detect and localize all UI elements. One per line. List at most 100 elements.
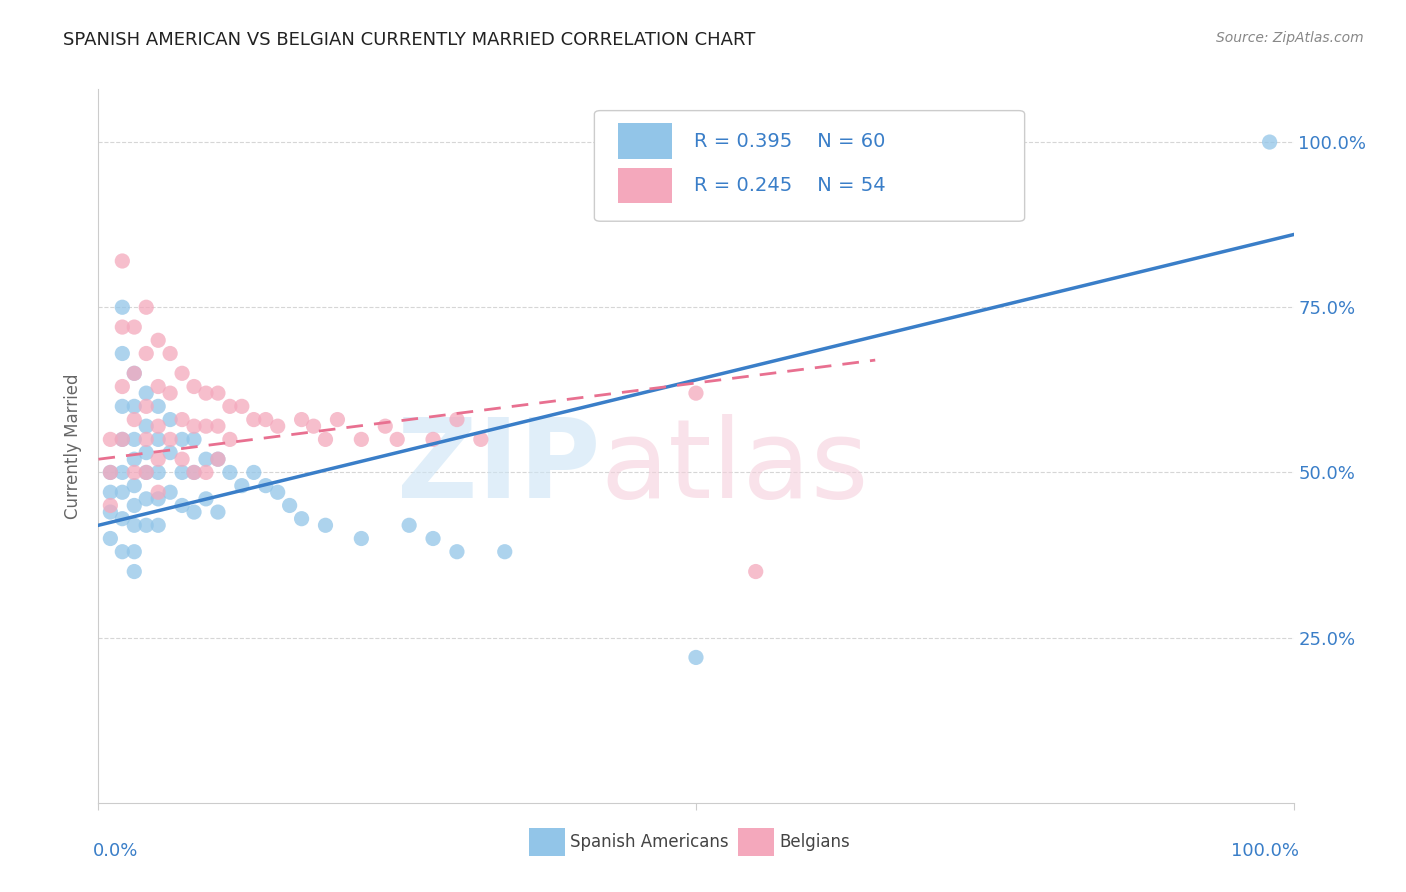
- Point: [326, 412, 349, 426]
- Point: [148, 491, 170, 506]
- Point: [183, 379, 205, 393]
- Point: [159, 445, 181, 459]
- Text: SPANISH AMERICAN VS BELGIAN CURRENTLY MARRIED CORRELATION CHART: SPANISH AMERICAN VS BELGIAN CURRENTLY MA…: [63, 31, 755, 49]
- Point: [135, 466, 157, 480]
- Point: [172, 499, 194, 513]
- Point: [243, 466, 266, 480]
- Point: [111, 300, 134, 314]
- Point: [148, 485, 170, 500]
- Point: [124, 565, 146, 579]
- Point: [219, 433, 242, 447]
- Point: [135, 433, 157, 447]
- Point: [195, 491, 218, 506]
- Point: [183, 419, 205, 434]
- Point: [135, 518, 157, 533]
- Text: 100.0%: 100.0%: [1232, 842, 1299, 860]
- Point: [111, 346, 134, 360]
- FancyBboxPatch shape: [738, 828, 773, 856]
- Point: [195, 386, 218, 401]
- Point: [350, 433, 373, 447]
- Text: 0.0%: 0.0%: [93, 842, 138, 860]
- Point: [148, 419, 170, 434]
- Point: [135, 445, 157, 459]
- Point: [172, 433, 194, 447]
- Point: [172, 466, 194, 480]
- Point: [98, 532, 122, 546]
- Point: [172, 412, 194, 426]
- Point: [207, 452, 229, 467]
- Point: [219, 400, 242, 414]
- Text: ZIP: ZIP: [396, 414, 600, 521]
- Point: [219, 466, 242, 480]
- Point: [1258, 135, 1281, 149]
- Point: [446, 412, 468, 426]
- Point: [231, 478, 253, 492]
- Point: [98, 466, 122, 480]
- Point: [207, 452, 229, 467]
- Point: [98, 466, 122, 480]
- Point: [135, 491, 157, 506]
- Point: [124, 412, 146, 426]
- Y-axis label: Currently Married: Currently Married: [65, 373, 83, 519]
- Point: [148, 466, 170, 480]
- Point: [148, 333, 170, 347]
- Point: [422, 433, 444, 447]
- Point: [195, 466, 218, 480]
- Point: [111, 400, 134, 414]
- Point: [111, 511, 134, 525]
- Point: [148, 518, 170, 533]
- Point: [135, 400, 157, 414]
- Point: [159, 386, 181, 401]
- Point: [494, 545, 516, 559]
- Point: [267, 419, 290, 434]
- Point: [267, 485, 290, 500]
- Point: [195, 452, 218, 467]
- Point: [98, 433, 122, 447]
- Point: [183, 505, 205, 519]
- Point: [207, 505, 229, 519]
- Point: [350, 532, 373, 546]
- Point: [446, 545, 468, 559]
- Point: [135, 346, 157, 360]
- Point: [148, 433, 170, 447]
- Point: [745, 565, 768, 579]
- Point: [111, 466, 134, 480]
- Point: [124, 433, 146, 447]
- Point: [315, 433, 337, 447]
- Point: [111, 433, 134, 447]
- Point: [159, 412, 181, 426]
- Text: R = 0.395    N = 60: R = 0.395 N = 60: [693, 132, 884, 151]
- Point: [111, 379, 134, 393]
- FancyBboxPatch shape: [529, 828, 565, 856]
- Point: [111, 545, 134, 559]
- Point: [422, 532, 444, 546]
- Text: Belgians: Belgians: [779, 833, 851, 851]
- Point: [135, 419, 157, 434]
- Text: Source: ZipAtlas.com: Source: ZipAtlas.com: [1216, 31, 1364, 45]
- Point: [195, 419, 218, 434]
- Point: [111, 485, 134, 500]
- Text: atlas: atlas: [600, 414, 869, 521]
- Point: [98, 505, 122, 519]
- Point: [124, 320, 146, 334]
- Point: [124, 452, 146, 467]
- FancyBboxPatch shape: [619, 123, 672, 159]
- Point: [148, 452, 170, 467]
- Point: [254, 478, 277, 492]
- Point: [172, 367, 194, 381]
- Point: [374, 419, 396, 434]
- Point: [124, 499, 146, 513]
- Point: [207, 419, 229, 434]
- Text: R = 0.245    N = 54: R = 0.245 N = 54: [693, 176, 886, 195]
- Point: [207, 386, 229, 401]
- Point: [385, 433, 409, 447]
- Point: [398, 518, 420, 533]
- Point: [135, 386, 157, 401]
- Point: [302, 419, 325, 434]
- Point: [124, 367, 146, 381]
- Point: [243, 412, 266, 426]
- Point: [111, 254, 134, 268]
- Point: [124, 545, 146, 559]
- Point: [159, 346, 181, 360]
- Point: [124, 400, 146, 414]
